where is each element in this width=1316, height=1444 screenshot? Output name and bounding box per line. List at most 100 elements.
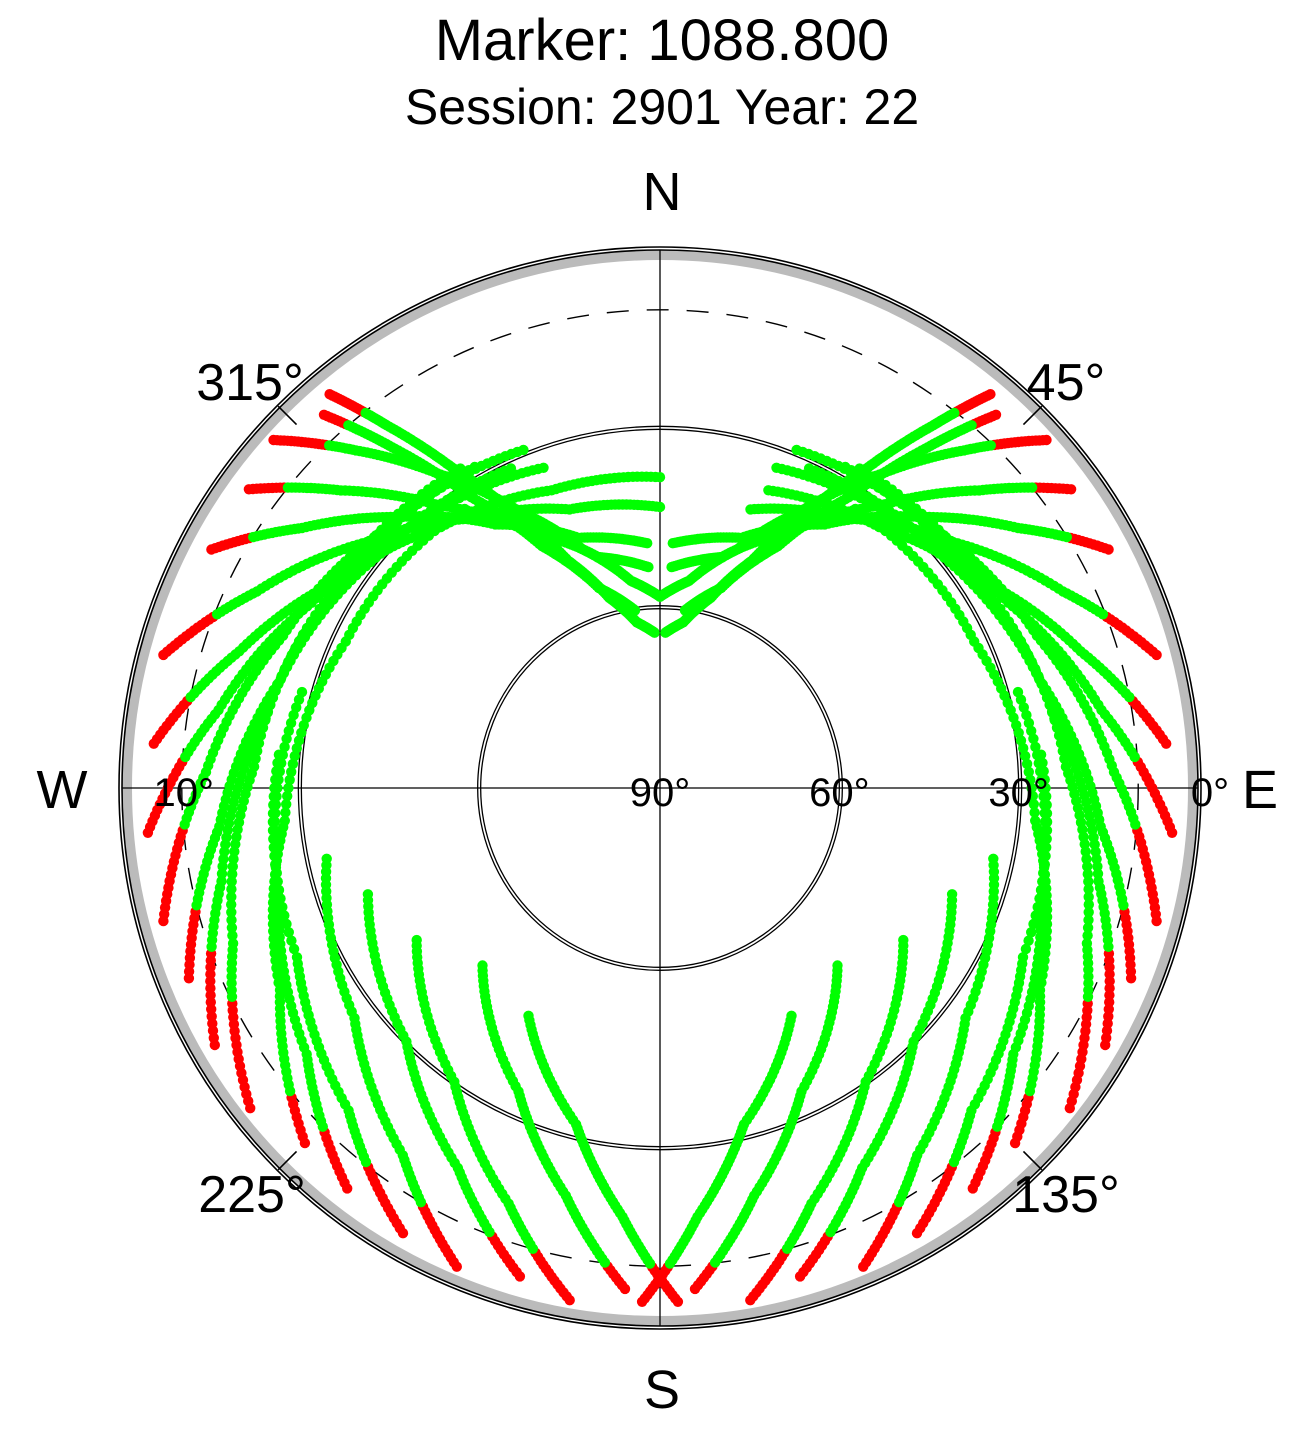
- track-point: [279, 910, 290, 921]
- track-point: [283, 927, 294, 938]
- track-point: [285, 717, 297, 729]
- track-point: [1030, 741, 1041, 753]
- track-point: [538, 462, 549, 473]
- track-point: [660, 627, 671, 638]
- cardinal-east: E: [1242, 760, 1278, 820]
- azimuth-label-135: 135°: [1012, 1166, 1120, 1224]
- track-point: [227, 930, 238, 941]
- track-point: [1029, 807, 1040, 818]
- track-point: [227, 938, 239, 949]
- track-point: [1017, 952, 1029, 963]
- track-point: [763, 485, 774, 496]
- track-point: [248, 761, 260, 772]
- track-point: [1034, 893, 1045, 904]
- track-point: [1012, 686, 1024, 698]
- track-point: [226, 907, 237, 918]
- track-point: [270, 859, 281, 870]
- track-point: [1023, 766, 1034, 778]
- track-point: [1041, 833, 1052, 845]
- track-point: [226, 914, 237, 926]
- elevation-label-east-0: 0°: [1191, 771, 1229, 815]
- track-point: [1035, 749, 1047, 760]
- track-point: [226, 884, 237, 895]
- track-point: [226, 876, 237, 887]
- cardinal-west: W: [37, 760, 88, 820]
- track-point: [1081, 853, 1092, 865]
- track-point: [523, 1010, 534, 1021]
- satellite-track-18: [477, 960, 631, 1295]
- track-point: [1041, 799, 1052, 811]
- track-point: [1041, 825, 1053, 836]
- track-point: [854, 463, 865, 474]
- track-point: [288, 943, 300, 955]
- cardinal-south: S: [644, 1360, 680, 1420]
- track-point: [1083, 891, 1094, 903]
- track-point: [1019, 750, 1031, 762]
- elevation-label-west-10: 10°: [154, 771, 215, 815]
- track-point: [272, 876, 283, 887]
- track-point: [1021, 758, 1033, 770]
- track-point: [1030, 910, 1041, 921]
- track-point: [1082, 868, 1094, 880]
- track-point: [273, 884, 285, 896]
- track-point: [1081, 938, 1093, 949]
- track-point: [283, 725, 294, 737]
- track-point: [898, 934, 909, 946]
- track-point: [1082, 930, 1093, 941]
- satellite-track-11: [226, 463, 466, 1114]
- track-point: [269, 782, 280, 794]
- elevation-label-east-60: 60°: [809, 771, 870, 815]
- track-point: [469, 461, 480, 473]
- track-point: [280, 807, 291, 818]
- track-point: [946, 889, 958, 900]
- satellite-track-16: [362, 889, 526, 1282]
- track-point: [1038, 867, 1049, 879]
- track-point: [227, 868, 238, 880]
- track-point: [654, 501, 666, 513]
- axis-labels: 45° 135° 225° 315° 90° 60° 30° 0° 10°: [154, 354, 1230, 1224]
- track-point: [1040, 782, 1051, 794]
- cardinal-north: N: [643, 162, 682, 222]
- track-point: [216, 876, 227, 887]
- satellite-track-35: [858, 853, 1000, 1272]
- track-point: [1027, 790, 1039, 802]
- azimuth-label-45: 45°: [1027, 354, 1106, 412]
- track-point: [291, 952, 303, 963]
- track-point: [1083, 876, 1094, 887]
- satellite-track-39: [636, 1010, 797, 1308]
- track-point: [1028, 733, 1039, 744]
- satellite-track-4: [206, 511, 653, 555]
- track-point: [286, 935, 297, 946]
- track-point: [267, 816, 279, 828]
- track-point: [275, 893, 286, 904]
- track-point: [840, 461, 851, 473]
- track-point: [268, 833, 279, 845]
- azimuth-label-315: 315°: [196, 354, 304, 412]
- track-point: [791, 444, 802, 456]
- satellite-track-14: [267, 749, 409, 1239]
- track-point: [281, 733, 292, 744]
- elevation-label-east-30: 30°: [988, 771, 1049, 815]
- track-point: [1028, 799, 1040, 810]
- track-point: [1082, 922, 1094, 933]
- track-point: [1026, 782, 1037, 794]
- track-point: [629, 605, 641, 616]
- track-point: [1026, 927, 1037, 938]
- satellite-track-19: [523, 1010, 684, 1308]
- track-point: [279, 815, 290, 826]
- track-point: [1041, 816, 1053, 828]
- track-point: [654, 591, 666, 602]
- track-point: [269, 850, 280, 862]
- satellite-track-12: [267, 503, 470, 1149]
- track-point: [267, 825, 279, 836]
- track-point: [279, 741, 290, 753]
- track-point: [268, 799, 279, 811]
- track-point: [321, 853, 332, 864]
- elevation-label-east-90: 90°: [630, 771, 691, 815]
- track-point: [281, 918, 292, 930]
- track-point: [832, 960, 843, 971]
- track-point: [745, 504, 756, 515]
- track-point: [281, 799, 292, 810]
- track-point: [1057, 745, 1069, 757]
